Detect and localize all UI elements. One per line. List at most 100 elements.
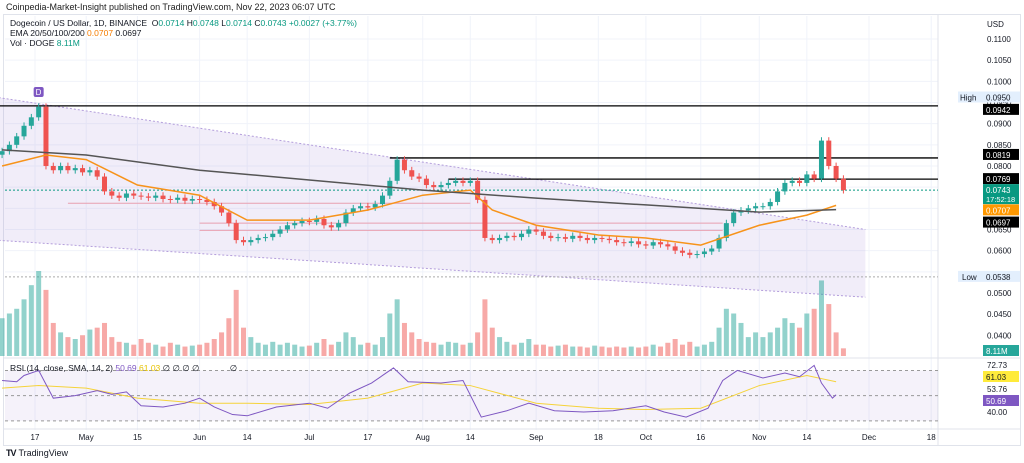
countdown-label: 17:52:18: [986, 195, 1015, 204]
volume-bar: [36, 271, 42, 356]
candle-up: [292, 223, 298, 226]
price-tick-label: 0.0850: [987, 141, 1012, 150]
candle-down: [131, 193, 137, 196]
channel-lower-line: [0, 239, 866, 298]
rsi-extra-values: ∅ ∅ ∅ ∅: [162, 363, 200, 373]
price-badge: 0.0707: [986, 206, 1011, 215]
price-badge-bg: [983, 216, 1019, 228]
volume-bar: [460, 344, 466, 356]
price-badge: 0.0769: [986, 175, 1011, 184]
candle-down: [540, 231, 546, 236]
low-value: 0.0538: [986, 273, 1011, 282]
candle-up: [526, 229, 532, 234]
ema-orange-line: [1, 154, 837, 246]
candle-down: [409, 170, 415, 177]
tradingview-logo: TV: [6, 448, 16, 458]
candle-up: [314, 218, 320, 222]
low-label: L: [221, 18, 226, 28]
rsi-label[interactable]: RSI (14, close, SMA, 14, 2): [10, 363, 113, 373]
volume-bar: [775, 327, 781, 356]
volume-bar: [292, 344, 298, 356]
candle-up: [270, 233, 276, 238]
volume-bar: [577, 346, 583, 356]
volume-bar: [621, 347, 627, 356]
currency-label: USD: [987, 20, 1004, 29]
price-tick-label: 0.0950: [987, 98, 1012, 107]
time-tick-label: 18: [927, 433, 936, 442]
candle-down: [840, 178, 846, 191]
rsi-tick-label: 72.73: [987, 361, 1008, 370]
candle-up: [0, 151, 5, 155]
volume-bar: [797, 327, 803, 356]
volume-bar: [782, 318, 788, 356]
volume-bar: [255, 342, 261, 356]
high-value: 0.0748: [192, 18, 219, 28]
candle-down: [621, 242, 627, 244]
candle-down: [672, 246, 678, 251]
candle-down: [306, 221, 312, 223]
marker-label: D: [36, 88, 42, 97]
ema-label[interactable]: EMA 20/50/100/200: [10, 28, 85, 38]
price-badge-bg: [983, 103, 1019, 115]
candle-up: [248, 240, 254, 243]
price-tick-label: 0.0600: [987, 247, 1012, 256]
candle-up: [372, 204, 378, 208]
chart-legend: Dogecoin / US Dollar, 1D, BINANCE O0.071…: [10, 18, 357, 48]
candle-up: [28, 117, 34, 126]
candle-up: [570, 235, 576, 239]
candle-up: [284, 225, 290, 230]
candle-down: [606, 238, 612, 241]
candle-up: [745, 208, 751, 211]
volume-bar: [701, 344, 707, 356]
volume-bar: [745, 337, 751, 356]
candle-down: [138, 195, 144, 197]
price-badge: 0.0697: [986, 219, 1011, 228]
rsi-value: 50.69: [115, 363, 137, 373]
candle-up: [380, 195, 386, 205]
time-tick-label: Jun: [193, 433, 206, 442]
candle-down: [643, 244, 649, 246]
volume-bar: [380, 337, 386, 356]
price-badge: 0.0743: [986, 186, 1011, 195]
symbol-name[interactable]: Dogecoin / US Dollar, 1D, BINANCE: [10, 18, 147, 28]
candle-down: [219, 206, 225, 213]
candle-down: [658, 242, 664, 245]
volume-bar: [694, 346, 700, 356]
price-badge: 0.0942: [986, 106, 1011, 115]
volume-bar: [636, 347, 642, 356]
volume-bar: [145, 342, 151, 356]
volume-bar: [475, 332, 481, 356]
volume-bar: [760, 337, 766, 356]
low-label-bg: [958, 270, 1020, 282]
time-tick-label: 17: [363, 433, 372, 442]
candle-up: [789, 180, 795, 183]
candle-down: [584, 237, 590, 241]
time-tick-label: Jul: [304, 433, 314, 442]
time-tick-label: Nov: [752, 433, 766, 442]
volume-bar: [804, 313, 810, 356]
volume-label[interactable]: Vol · DOGE: [10, 38, 55, 48]
volume-bar: [416, 339, 422, 356]
volume-bar: [167, 342, 173, 356]
price-tick-label: 0.0400: [987, 331, 1012, 340]
low-label: Low: [962, 273, 977, 282]
candle-down: [160, 195, 166, 200]
high-label-bg: [958, 91, 1020, 103]
volume-bar: [431, 342, 437, 356]
rsi-ma-badge: 61.03: [986, 373, 1007, 382]
candle-down: [797, 180, 803, 183]
volume-bar: [262, 344, 268, 356]
candle-down: [365, 206, 371, 208]
candle-up: [387, 180, 393, 196]
ema-orange-value: 0.0707: [87, 28, 114, 38]
candle-down: [562, 237, 568, 239]
ema-gray-line: [2, 149, 837, 213]
volume-bar: [445, 341, 451, 356]
volume-bar: [328, 344, 334, 356]
candle-down: [665, 244, 671, 247]
volume-bar: [489, 327, 495, 356]
volume-bar: [709, 341, 715, 356]
change-value: +0.0027 (+3.77%): [288, 18, 357, 28]
candle-up: [58, 165, 64, 171]
